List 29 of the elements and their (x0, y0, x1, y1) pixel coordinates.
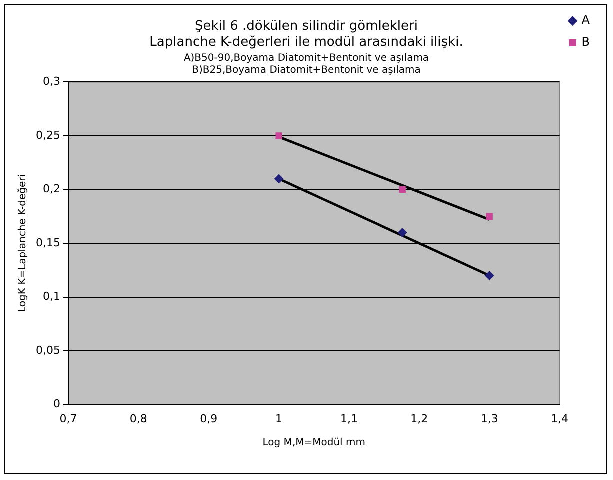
x-axis-title: Log M,M=Modül mm (262, 438, 366, 449)
x-tick-label: 1 (276, 412, 283, 426)
point (485, 271, 494, 280)
y-tick-label: 0,25 (36, 128, 60, 142)
text: Laplanche K-değerleri ile modül arasındaki ilişki. (150, 34, 464, 50)
text: B)B25,Boyama Diatomit+Bentonit ve aşılama (192, 64, 421, 76)
point (276, 132, 282, 140)
text: Şekil 6 .dökülen silindir gömlekleri (195, 19, 418, 34)
y-tick-label: 0,3 (42, 75, 60, 88)
y-tick-label: 0 (53, 398, 60, 411)
legend-label: A (582, 13, 591, 28)
y-tick-label: 0,2 (42, 182, 60, 196)
point (274, 174, 284, 184)
x-tick-label: 1,3 (480, 412, 498, 426)
x-tick-label: 0,8 (130, 412, 148, 426)
x-tick-label: 0,9 (200, 412, 218, 426)
text: A)B50-90,Boyama Diatomit+Bentonit ve aşılama (184, 52, 430, 64)
x-tick-label: 1,4 (551, 412, 569, 426)
legend-label: B (582, 35, 590, 50)
x-tick-label: 1,1 (340, 412, 358, 426)
y-tick-label: 0,1 (42, 290, 60, 304)
point (398, 228, 408, 238)
point (399, 186, 406, 194)
point (486, 213, 493, 220)
x-tick-label: 1,2 (410, 412, 428, 426)
y-tick-label: 0,05 (36, 344, 60, 357)
x-tick-label: 0,7 (60, 412, 78, 426)
y-tick-label: 0,15 (36, 236, 60, 250)
y-axis-title: LogK K=Laplanche K-değeri (18, 174, 29, 312)
